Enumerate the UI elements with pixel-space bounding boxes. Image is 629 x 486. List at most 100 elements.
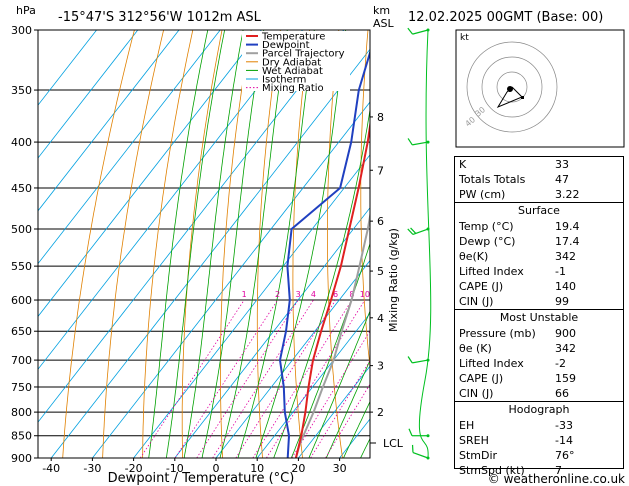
index-row: StmSpd (kt) 7: [455, 463, 623, 478]
mixing-ratio-label: 1: [242, 290, 247, 299]
index-value: 342: [555, 342, 576, 355]
mixing-ratio-label: 2: [275, 290, 280, 299]
wind-profile-line: [418, 29, 432, 459]
mixing-ratio-line: [291, 330, 370, 458]
isotherm-line: [215, 259, 370, 458]
index-value: 19.4: [555, 220, 580, 233]
hodograph-unit: kt: [460, 33, 469, 43]
index-label: θe (K): [459, 342, 492, 355]
isotherm-line: [38, 30, 303, 370]
index-label: CIN (J): [459, 387, 494, 400]
asl-unit: ASL: [373, 17, 395, 30]
wind-barb-flag: [407, 138, 413, 146]
pressure-tick-label: 800: [11, 406, 32, 419]
temperature-tick-label: 0: [213, 462, 220, 475]
index-label: EH: [459, 419, 475, 432]
index-value: 342: [555, 250, 576, 263]
temperature-tick-label: 10: [250, 462, 264, 475]
hodograph-frame: [455, 29, 625, 148]
mixing-ratio-label: 6: [333, 290, 338, 299]
index-label: CAPE (J): [459, 280, 504, 293]
wind-barb: [408, 428, 428, 437]
temperature-tick-label: -40: [42, 462, 60, 475]
km-tick-label: 4: [377, 312, 384, 325]
index-row: CAPE (J) 140: [455, 279, 623, 294]
dry-adiabat-line: [327, 30, 343, 458]
index-value: 900: [555, 327, 576, 340]
mixing-ratio-line: [139, 299, 245, 458]
datetime-title: 12.02.2025 00GMT (Base: 00): [408, 10, 603, 25]
isotherm-line: [38, 30, 262, 318]
pressure-tick-label: 650: [11, 325, 32, 338]
km-tick-label: 8: [377, 111, 384, 124]
index-label: PW (cm): [459, 188, 506, 201]
wet-adiabat-line: [219, 30, 288, 458]
isotherm-line: [38, 30, 139, 159]
dry-adiabat-line: [62, 30, 135, 458]
index-value: 140: [555, 280, 576, 293]
mixing-ratio-label: 3: [296, 290, 301, 299]
isotherm-line: [38, 30, 97, 106]
most-unstable-title: Most Unstable: [499, 311, 579, 324]
index-row: SREH -14: [455, 433, 623, 448]
isotherm-line: [38, 30, 221, 265]
index-row: Temp (°C) 19.4: [455, 219, 623, 234]
index-value: 76°: [555, 449, 575, 462]
index-row: θe(K) 342: [455, 249, 623, 264]
wet-adiabat-line: [165, 30, 225, 458]
index-value: 99: [555, 295, 569, 308]
index-label: CIN (J): [459, 295, 494, 308]
index-row: Lifted Index -1: [455, 264, 623, 279]
index-row: StmDir 76°: [455, 448, 623, 463]
dry-adiabat-line: [292, 30, 310, 458]
hodograph-ring: [481, 56, 543, 118]
footer-credit: © weatheronline.co.uk: [488, 472, 625, 486]
wind-barb-flag: [411, 444, 414, 453]
dry-adiabat-line: [102, 30, 164, 458]
temperature-tick-label: -30: [83, 462, 101, 475]
index-label: Totals Totals: [459, 173, 526, 186]
index-row: Dewp (°C) 17.4: [455, 234, 623, 249]
index-row: CIN (J) 66: [455, 386, 623, 401]
pressure-tick-label: 900: [11, 452, 32, 465]
mixing-ratio-line: [235, 299, 336, 458]
lcl-label: LCL: [383, 437, 404, 450]
pressure-tick-label: 450: [11, 182, 32, 195]
pressure-unit: hPa: [16, 4, 36, 17]
index-value: -33: [555, 419, 573, 432]
index-row: Lifted Index -2: [455, 356, 623, 371]
wet-adiabat-line: [201, 30, 265, 458]
index-value: -1: [555, 265, 566, 278]
indices-panel: K 33 Totals Totals 47 PW (cm) 3.22 Surface Te…: [454, 156, 624, 477]
km-tick-label: 3: [377, 360, 384, 373]
index-row: θe (K) 342: [455, 341, 623, 356]
dry-adiabat-line: [181, 30, 223, 458]
legend-entry: Parcel Trajectory: [262, 49, 345, 60]
legend-entry: Dry Adiabat: [262, 57, 321, 68]
km-tick-label: 6: [377, 215, 384, 228]
wet-adiabat-line: [290, 242, 370, 458]
wind-barb-flag: [407, 356, 413, 364]
index-label: CAPE (J): [459, 372, 504, 385]
hodograph-end-marker: [521, 96, 524, 99]
dry-adiabat-line: [360, 30, 370, 372]
index-label: StmSpd (kt): [459, 464, 525, 477]
index-value: 66: [555, 387, 569, 400]
hodograph-ring: [496, 71, 528, 103]
parcel-trajectory-line: [294, 210, 370, 458]
index-row: Totals Totals 47: [455, 172, 623, 187]
wet-adiabat-line: [343, 400, 370, 458]
legend-background: [242, 31, 350, 91]
index-value: 3.22: [555, 188, 580, 201]
pressure-tick-label: 500: [11, 223, 32, 236]
km-tick-label: 7: [377, 164, 384, 177]
isotherm-line: [174, 207, 370, 458]
wind-barb-staff: [412, 451, 429, 459]
legend-entry: Wet Adiabat: [262, 66, 323, 77]
isotherm-line: [133, 154, 370, 458]
mixing-ratio-label: 20: [402, 290, 412, 299]
legend-entry: Isotherm: [262, 75, 306, 86]
surface-title: Surface: [518, 204, 560, 217]
isotherm-line: [38, 30, 180, 212]
